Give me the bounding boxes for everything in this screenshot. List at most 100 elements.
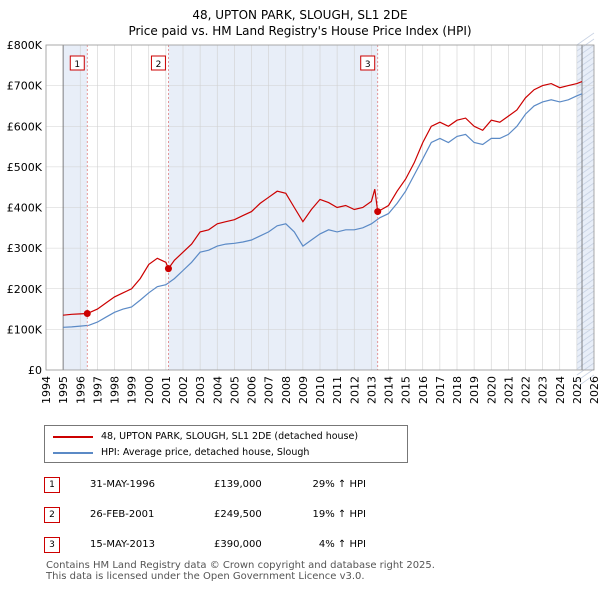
x-tick-label: 2004 (211, 376, 224, 404)
x-tick-label: 2000 (143, 376, 156, 404)
y-tick-label: £500K (7, 161, 43, 174)
series-line-hpi (63, 93, 583, 328)
chart-subtitle: Price paid vs. HM Land Registry's House … (128, 24, 472, 38)
x-tick-label: 2020 (485, 376, 498, 404)
hatch-line (576, 248, 595, 262)
hatch-line (576, 368, 595, 382)
x-tick-label: 2026 (588, 376, 600, 404)
hatch-line (576, 146, 595, 160)
hatch-line (576, 200, 595, 214)
chart-title: 48, UPTON PARK, SLOUGH, SL1 2DE (192, 8, 408, 22)
hatch-line (576, 92, 595, 106)
transaction-date: 15-MAY-2013 (90, 539, 156, 550)
hatch-line (576, 218, 595, 232)
x-tick-label: 1994 (40, 376, 53, 404)
hatch-line (576, 290, 595, 304)
x-tick-label: 2011 (331, 376, 344, 404)
hatch-line (576, 80, 595, 94)
sale-marker-label: 2 (156, 60, 162, 70)
legend-label-property: 48, UPTON PARK, SLOUGH, SL1 2DE (detache… (101, 431, 359, 442)
y-tick-label: £400K (7, 202, 43, 215)
hatch-line (576, 86, 595, 100)
hatch-line (576, 98, 595, 112)
legend-label-hpi: HPI: Average price, detached house, Slou… (101, 447, 310, 458)
hatch-line (576, 74, 595, 88)
footer-attribution: Contains HM Land Registry data © Crown c… (46, 560, 435, 582)
hatch-line (576, 224, 595, 238)
hatch-line (576, 158, 595, 172)
x-tick-label: 2016 (417, 376, 430, 404)
hatch-line (576, 266, 595, 280)
hatch-line (576, 44, 595, 58)
x-tick-label: 2006 (246, 376, 259, 404)
hatch-line (576, 152, 595, 166)
hatch-line (576, 302, 595, 316)
transaction-price: £390,000 (214, 539, 262, 550)
hatch-line (576, 332, 595, 346)
hatch-line (576, 356, 595, 370)
legend-item-property: 48, UPTON PARK, SLOUGH, SL1 2DE (detache… (53, 430, 358, 444)
hatch-line (576, 140, 595, 154)
sale-marker-label: 3 (365, 60, 371, 70)
hatch-line (576, 350, 595, 364)
y-tick-label: £800K (7, 39, 43, 52)
table-row: 2 26-FEB-2001 £249,500 19% ↑ HPI (44, 507, 464, 523)
hatch-line (576, 320, 595, 334)
hatch-line (576, 128, 595, 142)
hatch-line (576, 308, 595, 322)
y-tick-label: £600K (7, 120, 43, 133)
y-tick-label: £0 (28, 364, 42, 377)
x-tick-label: 2008 (280, 376, 293, 404)
sale-point-2 (164, 265, 172, 273)
transaction-hpi-diff: 4% ↑ HPI (318, 539, 366, 550)
transaction-hpi-diff: 19% ↑ HPI (312, 509, 366, 520)
hatch-line (576, 56, 595, 70)
hatch-line (576, 212, 595, 226)
hatch-line (576, 344, 595, 358)
x-tick-label: 2015 (400, 376, 413, 404)
hatch-line (576, 260, 595, 274)
hatch-line (576, 338, 595, 352)
chart-legend: 48, UPTON PARK, SLOUGH, SL1 2DE (detache… (44, 425, 408, 463)
transaction-number-badge: 1 (44, 477, 60, 493)
sale-point-3 (374, 208, 382, 216)
hatch-line (576, 362, 595, 376)
x-tick-label: 1998 (109, 376, 122, 404)
hatch-line (576, 116, 595, 130)
hatch-line (576, 170, 595, 184)
legend-item-hpi: HPI: Average price, detached house, Slou… (53, 446, 309, 460)
x-tick-label: 2009 (297, 376, 310, 404)
hatch-line (576, 188, 595, 202)
footer-line-copyright: Contains HM Land Registry data © Crown c… (46, 560, 435, 571)
sale-marker-label: 1 (74, 60, 80, 70)
hatch-line (576, 230, 595, 244)
hatch-line (576, 272, 595, 286)
hatch-line (576, 236, 595, 250)
x-tick-label: 2002 (177, 376, 190, 404)
transaction-date: 26-FEB-2001 (90, 509, 155, 520)
legend-swatch-property (53, 435, 93, 438)
price-chart: £0 £100K £200K £300K £400K £500K £600K £700K £80… (7, 32, 600, 404)
hatch-line (576, 50, 595, 64)
hatch-line (576, 110, 595, 124)
table-row: 1 31-MAY-1996 £139,000 29% ↑ HPI (44, 477, 464, 493)
hatch-line (576, 134, 595, 148)
x-tick-label: 1997 (91, 376, 104, 404)
x-tick-label: 1995 (57, 376, 70, 404)
hatch-line (576, 104, 595, 118)
sale-marker-badge-3: 3 (360, 55, 376, 71)
x-tick-label: 2019 (468, 376, 481, 404)
x-tick-label: 2012 (348, 376, 361, 404)
hatch-line (576, 32, 595, 46)
sale-marker-box (150, 55, 166, 71)
x-tick-label: 1996 (74, 376, 87, 404)
x-tick-label: 2014 (383, 376, 396, 404)
hatch-line (576, 326, 595, 340)
y-tick-label: £100K (7, 323, 43, 336)
transaction-price: £139,000 (214, 479, 262, 490)
x-tick-label: 2013 (365, 376, 378, 404)
legend-swatch-hpi (53, 451, 93, 454)
y-tick-label: £200K (7, 283, 43, 296)
x-tick-label: 2023 (537, 376, 550, 404)
transaction-number-badge: 3 (44, 537, 60, 553)
